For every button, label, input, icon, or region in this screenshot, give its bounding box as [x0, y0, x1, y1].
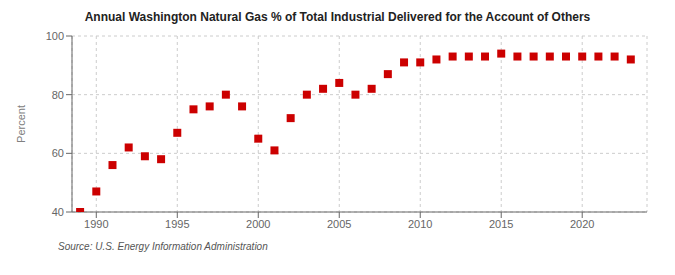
svg-text:80: 80 — [52, 89, 64, 101]
svg-text:2015: 2015 — [489, 218, 513, 230]
svg-text:100: 100 — [46, 30, 64, 42]
svg-text:1995: 1995 — [165, 218, 189, 230]
svg-text:1990: 1990 — [84, 218, 108, 230]
svg-text:40: 40 — [52, 206, 64, 218]
svg-text:2010: 2010 — [408, 218, 432, 230]
svg-text:2000: 2000 — [246, 218, 270, 230]
html-text:Annual Washington Natural Gas: Annual Washington Natural Gas % of Total… — [84, 10, 591, 24]
svg-text:2005: 2005 — [327, 218, 351, 230]
html-text:Source: U.S. Energy Informatio: Source: U.S. Energy Information Administ… — [58, 241, 268, 252]
svg-text:2020: 2020 — [570, 218, 594, 230]
svg-text:Percent: Percent — [15, 105, 27, 143]
svg-text:60: 60 — [52, 147, 64, 159]
